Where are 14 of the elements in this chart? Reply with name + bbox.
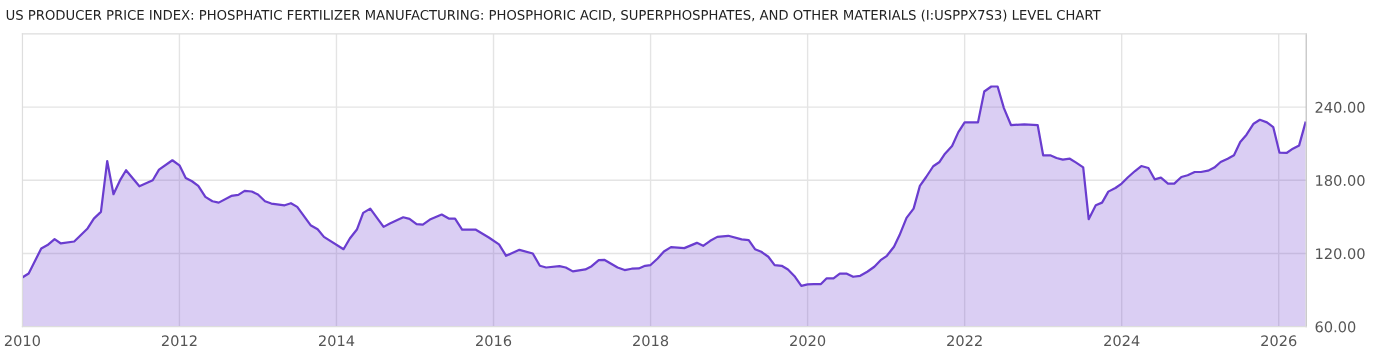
- y-tick-label: 120.00: [1316, 248, 1365, 260]
- x-tick-label: 2020: [790, 335, 826, 347]
- x-tick-label: 2016: [476, 335, 512, 347]
- x-tick-label: 2012: [161, 335, 197, 347]
- x-tick-label: 2026: [1261, 335, 1297, 347]
- chart-title: US PRODUCER PRICE INDEX: PHOSPHATIC FERTILIZER MANUFACTURING: PHOSPHORIC ACID, SUPERPHOSPHATES, AND OTHER MATERIALS (I:USPPX7S3) LEVEL CHART: [6, 9, 1101, 22]
- x-tick-label: 2022: [947, 335, 982, 347]
- x-tick-label: 2018: [633, 335, 669, 347]
- y-tick-label: 240.00: [1315, 101, 1365, 113]
- x-tick-label: 2024: [1104, 335, 1140, 347]
- x-tick-label: 2014: [318, 335, 355, 347]
- y-tick-label: 180.00: [1316, 175, 1365, 187]
- x-tick-label: 2010: [4, 335, 40, 347]
- y-tick-label: 60.00: [1315, 321, 1356, 333]
